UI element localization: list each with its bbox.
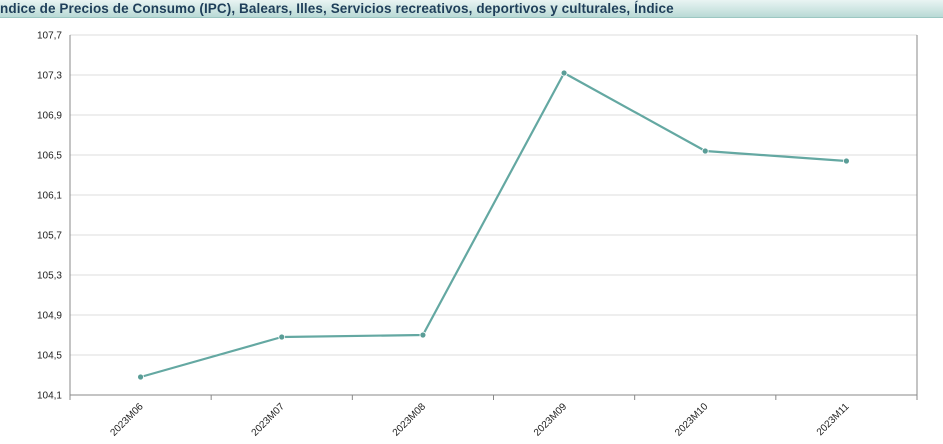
x-tick-label: 2023M06 [108,401,146,439]
x-tick-label: 2023M10 [673,401,711,439]
y-tick-label: 104,5 [37,351,62,362]
data-point [701,147,709,155]
x-tick-label: 2023M08 [391,401,429,439]
y-axis-tick-labels: 104,1 104,5 104,9 105,3 105,7 106,1 106,5 106,9… [37,31,62,402]
y-tick-label: 105,3 [37,271,62,282]
x-axis-tick-labels: 2023M06 2023M07 2023M08 2023M09 2023M10 2023M… [108,401,851,439]
chart-title: ndice de Precios de Consumo (IPC), Balea… [0,1,674,16]
y-tick-label: 104,9 [37,311,62,322]
y-tick-label: 106,1 [37,191,62,202]
y-tick-label: 105,7 [37,231,62,242]
y-tick-label: 107,3 [37,71,62,82]
data-point [843,157,850,165]
data-point [137,373,144,381]
data-point [560,69,568,77]
x-tick-label: 2023M07 [250,401,288,439]
x-tick-label: 2023M09 [532,401,570,439]
data-point [419,331,427,339]
x-tick-label: 2023M11 [815,401,852,438]
series [137,69,850,381]
y-tick-label: 106,9 [37,111,62,122]
y-tick-label: 106,5 [37,151,62,162]
data-point [278,333,286,341]
chart-title-bar: ndice de Precios de Consumo (IPC), Balea… [0,0,943,18]
y-tick-label: 104,1 [37,391,62,402]
y-tick-label: 107,7 [37,31,62,42]
axes [69,35,918,400]
series-line [140,71,847,379]
grid-lines [70,34,917,396]
